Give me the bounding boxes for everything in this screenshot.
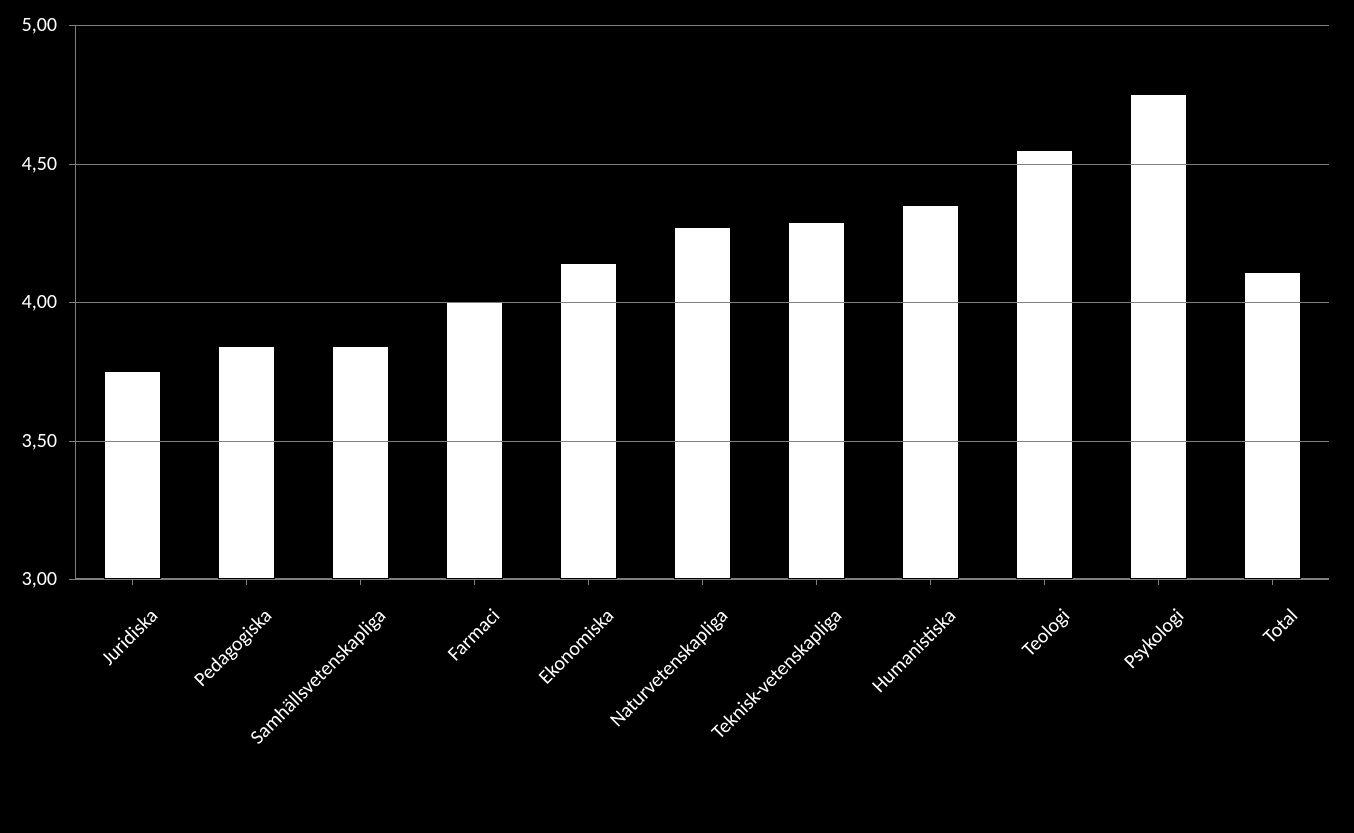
x-tick — [132, 579, 133, 585]
y-tick — [69, 579, 75, 580]
y-axis-label: 4,50 — [22, 152, 57, 176]
bar — [218, 346, 275, 579]
y-axis-label: 5,00 — [22, 13, 57, 37]
bar — [1016, 150, 1073, 579]
x-axis-label: Samhällsvetenskapliga — [162, 604, 391, 833]
bar — [1130, 94, 1187, 579]
bar-chart: 3,00 3,50 4,00 4,50 5,00 JuridiskaPedagogisk… — [10, 10, 1344, 769]
bar — [674, 227, 731, 579]
x-tick — [246, 579, 247, 585]
bar — [1244, 272, 1301, 579]
y-axis-label: 3,00 — [22, 567, 57, 591]
y-axis-label: 3,50 — [22, 429, 57, 453]
x-tick — [702, 579, 703, 585]
y-axis: 3,003,504,004,505,00 — [10, 25, 65, 579]
x-axis-label: Total — [1074, 604, 1303, 833]
gridline — [75, 441, 1329, 442]
gridline — [75, 164, 1329, 165]
bar — [788, 222, 845, 579]
x-tick — [930, 579, 931, 585]
x-tick — [1044, 579, 1045, 585]
bar — [332, 346, 389, 579]
x-axis-label: Humanistiska — [732, 604, 961, 833]
x-tick — [1158, 579, 1159, 585]
x-axis-labels: JuridiskaPedagogiskaSamhällsvetenskaplig… — [75, 604, 1329, 769]
x-tick — [816, 579, 817, 585]
x-tick — [360, 579, 361, 585]
x-axis-label: Teknisk-vetenskapliga — [618, 604, 847, 833]
x-axis-label: Ekonomiska — [390, 604, 619, 833]
x-tick — [588, 579, 589, 585]
gridline — [75, 302, 1329, 303]
x-axis-label: Farmaci — [276, 604, 505, 833]
x-axis-label: Pedagogiska — [48, 604, 277, 833]
x-axis-label: Naturvetenskapliga — [504, 604, 733, 833]
y-tick — [69, 25, 75, 26]
bar — [560, 263, 617, 579]
plot-area — [75, 25, 1329, 579]
y-axis-label: 4,00 — [22, 290, 57, 314]
gridline — [75, 25, 1329, 26]
y-tick — [69, 164, 75, 165]
y-tick — [69, 441, 75, 442]
x-axis-label: Teologi — [846, 604, 1075, 833]
bar — [902, 205, 959, 579]
bar — [104, 371, 161, 579]
x-tick — [474, 579, 475, 585]
y-tick — [69, 302, 75, 303]
x-tick — [1272, 579, 1273, 585]
x-axis-label: Psykologi — [960, 604, 1189, 833]
